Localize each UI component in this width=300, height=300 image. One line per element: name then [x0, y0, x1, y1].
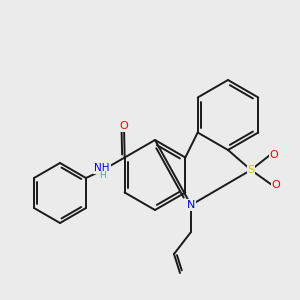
- Text: H: H: [99, 172, 105, 181]
- Text: O: O: [270, 150, 278, 160]
- Text: O: O: [120, 121, 128, 131]
- Text: S: S: [248, 165, 255, 175]
- Text: N: N: [187, 200, 195, 210]
- Text: O: O: [272, 180, 280, 190]
- Text: NH: NH: [94, 163, 110, 173]
